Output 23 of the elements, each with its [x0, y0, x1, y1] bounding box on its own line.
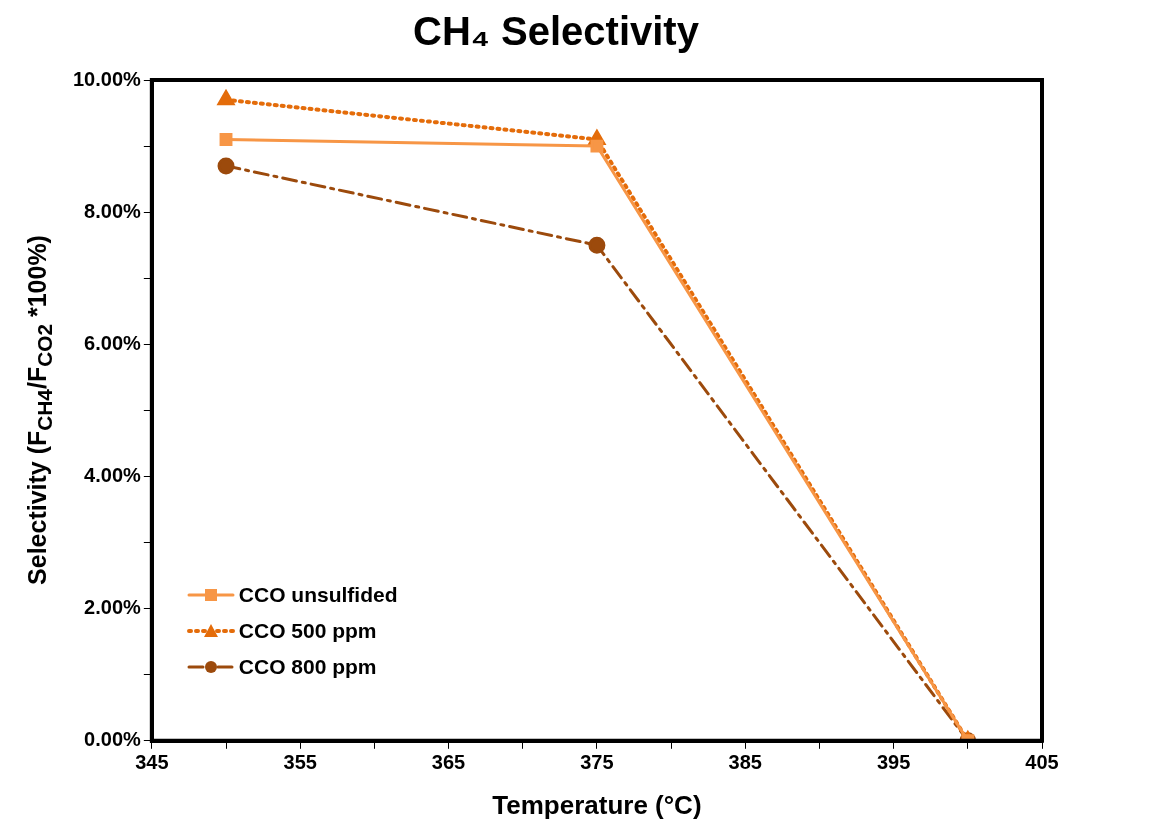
legend-label: CCO 800 ppm	[238, 654, 377, 679]
legend-label: CCO 500 ppm	[238, 618, 377, 643]
y-tick-label: 4.00%	[84, 464, 142, 486]
x-tick-label: 405	[1025, 751, 1059, 774]
y-tick-label: 10.00%	[72, 67, 142, 90]
x-tick-label: 365	[431, 751, 466, 774]
x-tick-label: 385	[728, 751, 762, 774]
point	[588, 236, 606, 254]
legend-label: CCO unsulfided	[238, 582, 398, 607]
x-tick-label: 355	[283, 751, 317, 774]
x-tick-label: 375	[580, 751, 614, 774]
x-tick-label: 395	[876, 751, 911, 774]
point	[217, 90, 235, 106]
point	[217, 157, 235, 175]
point	[590, 139, 604, 153]
y-tick-label: 8.00%	[84, 199, 142, 222]
y-tick-label: 2.00%	[84, 596, 142, 619]
x-axis-title: Temperature (°C)	[492, 789, 702, 820]
chart-title: CH₄ Selectivity	[413, 9, 700, 54]
y-tick-label: 0.00%	[84, 728, 142, 751]
y-tick-label: 6.00%	[84, 331, 142, 354]
x-tick-label: 345	[135, 751, 169, 774]
point	[219, 133, 233, 146]
